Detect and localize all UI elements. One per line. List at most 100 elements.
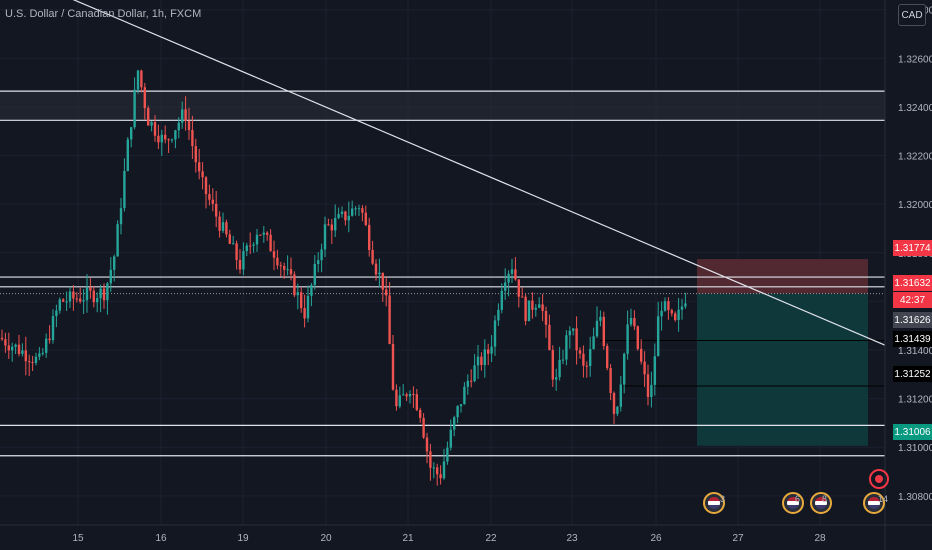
time-tick-label: 20 bbox=[320, 533, 332, 544]
candle-body bbox=[34, 356, 38, 363]
candle-body bbox=[167, 139, 170, 141]
candle-body bbox=[79, 298, 82, 302]
candle-body bbox=[255, 234, 259, 245]
candle-body bbox=[476, 356, 480, 366]
current-price-label: 1.31632 bbox=[893, 275, 932, 291]
candle-body bbox=[626, 324, 629, 354]
candle-body bbox=[463, 386, 466, 405]
candle-body bbox=[82, 300, 85, 302]
candle-body bbox=[218, 216, 221, 231]
candle-body bbox=[245, 245, 248, 252]
candle-body bbox=[612, 393, 616, 414]
time-tick-label: 21 bbox=[402, 533, 414, 544]
candle-body bbox=[14, 344, 17, 347]
symbol-title[interactable]: U.S. Dollar / Canadian Dollar, 1h, FXCM bbox=[5, 8, 202, 20]
us-flag-icon[interactable] bbox=[863, 492, 885, 514]
candle-body bbox=[388, 295, 391, 344]
candle-body bbox=[473, 365, 476, 382]
candle-body bbox=[667, 301, 670, 311]
level-2-label: 1.31252 bbox=[893, 366, 932, 382]
candle-body bbox=[266, 232, 269, 235]
candle-body bbox=[544, 311, 548, 325]
candle-body bbox=[575, 328, 578, 351]
candle-body bbox=[45, 338, 48, 353]
candle-body bbox=[680, 306, 684, 310]
candle-body bbox=[99, 288, 102, 299]
resistance-band bbox=[0, 91, 885, 121]
stop-loss-zone bbox=[697, 259, 868, 294]
event-count: 14 bbox=[878, 494, 889, 504]
candle-body bbox=[340, 211, 344, 215]
candle-body bbox=[408, 393, 412, 397]
candle-body bbox=[232, 243, 235, 245]
candle-body bbox=[106, 283, 109, 301]
candle-body bbox=[279, 265, 282, 267]
candle-body bbox=[17, 344, 21, 354]
event-count: 8 bbox=[822, 494, 828, 504]
candle-body bbox=[150, 122, 153, 126]
candle-body bbox=[572, 328, 575, 331]
currency-selector[interactable]: CAD bbox=[898, 4, 926, 26]
candle-body bbox=[177, 122, 180, 131]
price-tick-label: 1.31400 bbox=[898, 346, 932, 357]
candle-body bbox=[405, 394, 408, 397]
candle-body bbox=[466, 380, 469, 387]
candle-body bbox=[619, 384, 622, 407]
candle-body bbox=[510, 269, 514, 274]
candle-body bbox=[310, 284, 313, 296]
candle-body bbox=[259, 234, 262, 236]
position-zones bbox=[0, 91, 885, 446]
time-tick-label: 19 bbox=[237, 533, 249, 544]
candle-body bbox=[548, 324, 551, 351]
candle-body bbox=[640, 348, 643, 362]
candle-body bbox=[62, 299, 65, 302]
candle-body bbox=[364, 212, 367, 225]
candle-body bbox=[497, 309, 500, 321]
take-profit-zone bbox=[697, 293, 868, 446]
candle-body bbox=[538, 304, 541, 308]
candle-body bbox=[660, 310, 663, 317]
candle-body bbox=[68, 291, 72, 302]
candle-body bbox=[558, 359, 561, 378]
candle-body bbox=[327, 224, 330, 226]
candle-body bbox=[592, 336, 595, 349]
candle-body bbox=[633, 318, 636, 327]
candle-body bbox=[330, 224, 333, 231]
candle-body bbox=[504, 282, 507, 291]
event-count: 6 bbox=[795, 494, 801, 504]
candle-body bbox=[636, 326, 639, 349]
candle-body bbox=[276, 257, 279, 266]
candle-body bbox=[500, 290, 503, 310]
candle-body bbox=[55, 310, 58, 317]
candle-body bbox=[48, 338, 51, 341]
candle-body bbox=[96, 298, 99, 303]
candle-body bbox=[140, 70, 143, 88]
candle-body bbox=[480, 356, 483, 366]
candle-body bbox=[541, 304, 544, 312]
candle-body bbox=[395, 389, 398, 407]
time-tick-label: 27 bbox=[732, 533, 744, 544]
candle-body bbox=[674, 313, 677, 321]
candle-body bbox=[208, 194, 211, 200]
candle-body bbox=[194, 146, 197, 163]
alert-icon[interactable] bbox=[869, 469, 889, 489]
candle-body bbox=[133, 89, 136, 128]
candle-body bbox=[677, 309, 680, 321]
candle-body bbox=[174, 130, 177, 140]
candle-body bbox=[252, 244, 255, 246]
candle-body bbox=[623, 353, 626, 385]
candle-body bbox=[412, 393, 415, 395]
candle-body bbox=[289, 269, 293, 275]
us-flag-icon[interactable] bbox=[703, 492, 725, 514]
us-flag-icon[interactable] bbox=[782, 492, 804, 514]
candle-body bbox=[184, 109, 187, 121]
candle-body bbox=[303, 308, 306, 319]
candle-body bbox=[684, 303, 687, 307]
candle-body bbox=[300, 292, 303, 309]
us-flag-icon[interactable] bbox=[810, 492, 832, 514]
target-price-label: 1.31006 bbox=[893, 424, 932, 440]
candle-body bbox=[198, 162, 201, 172]
candle-body bbox=[629, 318, 633, 325]
candle-body bbox=[334, 217, 337, 231]
